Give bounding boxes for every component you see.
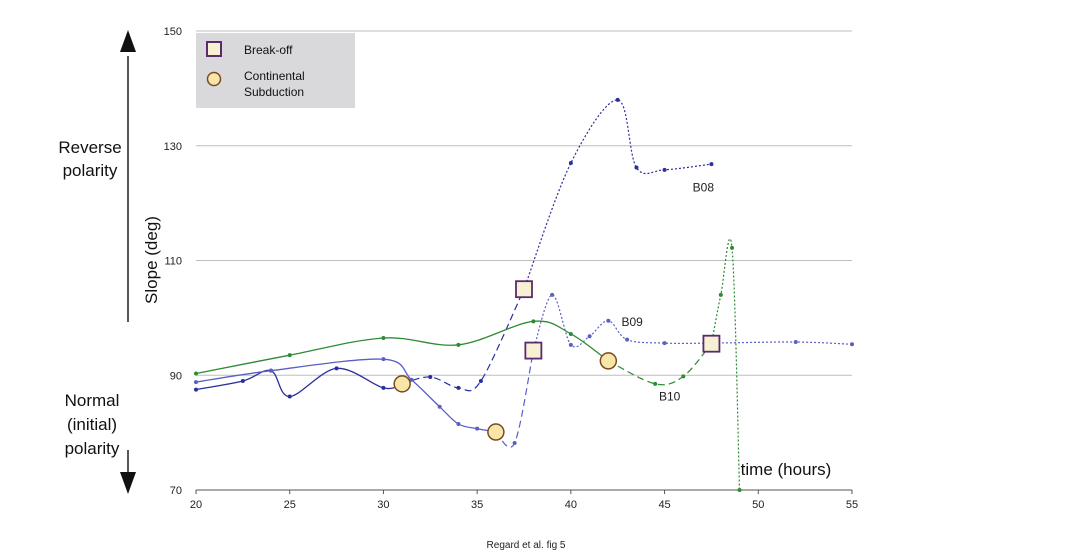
labels-layer: B08 B09 B10 [621,181,714,404]
series-b08-point-2-2 [615,97,620,102]
series-b10-point-2-2 [730,245,735,250]
series-b09-point-2-2 [568,342,573,347]
x-tick-label-55: 55 [846,499,858,511]
series-b09-point-2-3 [587,334,592,339]
figure-caption: Regard et al. fig 5 [487,540,566,551]
grid-lines: 70 90 110 130 150 [164,26,852,497]
breakoff-marker-1 [524,341,543,360]
series-b08-point-0-1 [240,378,245,383]
series-b08-point-0-4 [334,366,339,371]
normal-polarity-label-line3: polarity [65,439,120,458]
legend: Break-off Continental Subduction [196,33,355,108]
series-b09-point-2-8 [793,339,798,344]
markers-layer [393,280,721,441]
series-b08-point-1-1 [428,374,433,379]
series-b10-point-0-3 [456,342,461,347]
x-tick-label-35: 35 [471,499,483,511]
series-b08-point-0-3 [287,394,292,399]
legend-subduction-circle [206,71,222,87]
x-tick-label-40: 40 [565,499,577,511]
breakoff-marker-2 [702,334,721,353]
x-axis-title: time (hours) [741,460,832,479]
continental-subduction-marker-1 [487,423,505,441]
series-b10-point-0-0 [194,371,198,376]
legend-subduction-label-line1: Continental [244,69,305,83]
up-arrow-head [120,30,136,52]
series-label-b10: B10 [659,389,681,403]
series-b10 [194,238,742,492]
series-b08-point-1-2 [456,385,461,390]
legend-breakoff-label: Break-off [244,43,293,57]
continental-subduction-marker-2 [599,352,618,370]
legend-breakoff-square [206,41,222,57]
series-b10-point-0-5 [568,331,573,336]
y-tick-label-110: 110 [164,256,182,268]
series-b09-solid-segment-0 [195,358,497,433]
breakoff-marker-0 [515,280,533,299]
y-axis-title: Slope (deg) [142,216,161,304]
series-b08-point-0-0 [194,387,198,392]
series-b09-point-2-6 [662,341,667,346]
legend-box [196,33,355,108]
y-tick-label-150: 150 [164,26,182,38]
series-b10-point-1-2 [681,374,686,379]
series-b08-solid-segment-0 [195,367,403,398]
polarity-arrow [120,30,136,494]
series-b09-point-0-6 [475,426,480,431]
series-b10-dashed-segment-1 [608,343,712,386]
series-b10-point-2-3 [737,488,742,492]
x-tick-label-20: 20 [190,499,202,511]
series-b09-point-0-5 [456,422,461,427]
x-tick-label-25: 25 [284,499,296,511]
x-tick-label-50: 50 [752,499,764,511]
series-b09-point-2-9 [850,342,854,347]
series-b09-point-2-4 [606,318,611,323]
continental-subduction-marker-0 [393,375,411,393]
series-b09-point-2-1 [550,292,555,297]
series-b08-point-0-5 [381,385,386,390]
series-b09-point-0-4 [437,404,442,409]
reverse-polarity-label-line1: Reverse [58,138,121,157]
series-b08-point-2-5 [709,162,714,167]
series-b10-point-0-1 [287,353,292,358]
series-b09 [194,292,854,448]
series-b09-dotted-segment-2 [532,294,853,351]
series-b08-point-2-4 [662,167,667,172]
y-tick-label-70: 70 [170,485,182,497]
axes: 20 25 30 35 40 45 50 55 [190,489,858,511]
down-arrow-head [120,472,136,494]
y-tick-label-90: 90 [170,370,182,382]
series-b09-point-2-5 [625,337,630,342]
series-b10-dotted-segment-2 [710,238,741,491]
series-b09-point-0-0 [194,380,198,385]
series-b08-point-2-1 [568,160,573,165]
series-b08-point-1-3 [478,378,483,383]
legend-subduction-label-line2: Subduction [244,85,304,99]
x-tick-label-30: 30 [377,499,389,511]
y-tick-label-130: 130 [164,141,182,153]
series-b10-point-0-4 [531,319,536,324]
series-b10-point-0-2 [381,335,386,340]
series-label-b08: B08 [693,181,715,195]
normal-polarity-label-line2: (initial) [67,415,117,434]
normal-polarity-label-line1: Normal [65,391,120,410]
series-label-b09: B09 [621,315,643,329]
series-b10-point-2-1 [718,292,723,297]
series-b08-point-2-3 [634,165,639,170]
series-layer [194,97,854,492]
series-b08 [194,97,714,399]
reverse-polarity-label-line2: polarity [63,161,118,180]
series-b10-point-1-1 [653,381,658,386]
series-b09-point-1-1 [512,440,517,445]
series-b09-point-0-1 [268,368,273,373]
series-b09-point-0-2 [381,357,386,362]
x-tick-label-45: 45 [658,499,670,511]
series-b09-point-0-3 [409,377,414,382]
